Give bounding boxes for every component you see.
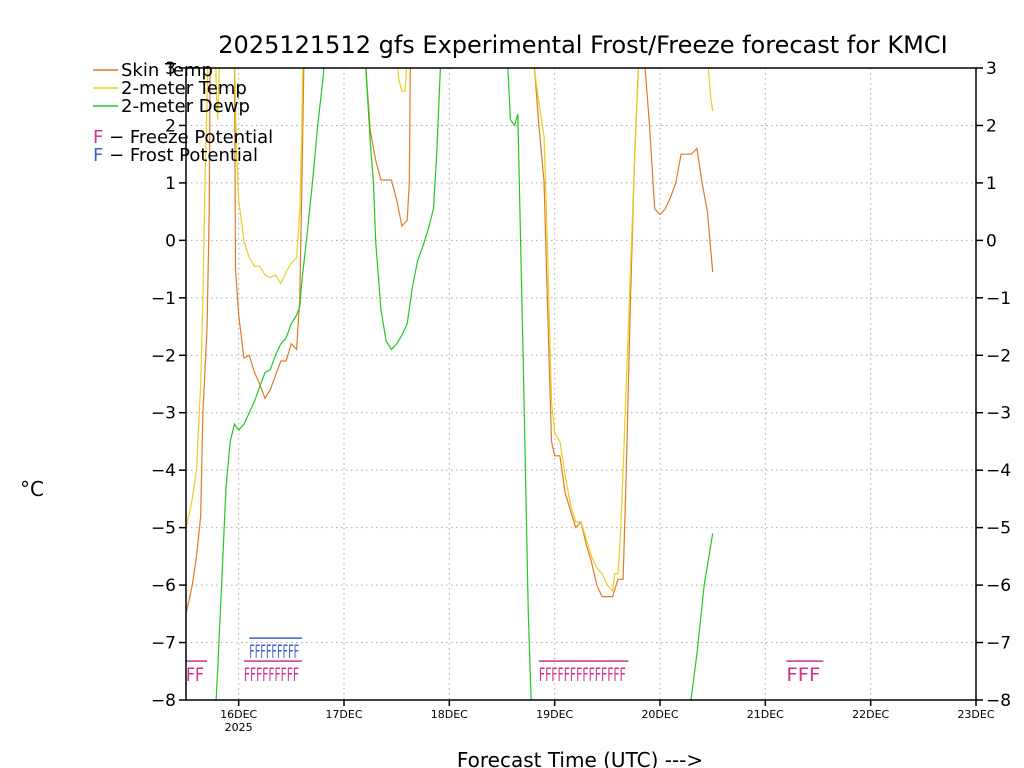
x-tick-label: 18DEC bbox=[431, 708, 468, 721]
y-tick-label-left: 2 bbox=[165, 116, 176, 136]
y-tick-label-left: 0 bbox=[165, 231, 176, 251]
x-tick-label: 16DEC bbox=[220, 708, 257, 721]
y-tick-label-right: −6 bbox=[986, 576, 1011, 596]
y-tick-label-right: 0 bbox=[986, 231, 997, 251]
legend-marker-text: − Freeze Potential bbox=[103, 127, 273, 148]
x-tick-label: 22DEC bbox=[852, 708, 889, 721]
legend-label: 2-meter Temp bbox=[121, 78, 247, 99]
freeze-marker: FFFFFFFFFFFFFF bbox=[539, 664, 626, 686]
grid-lines bbox=[186, 68, 976, 700]
y-tick-label-left: −6 bbox=[151, 576, 176, 596]
y-tick-label-left: −7 bbox=[151, 634, 176, 654]
x-tick-label: 17DEC bbox=[325, 708, 362, 721]
x-tick-label: 23DEC bbox=[957, 708, 994, 721]
legend-marker-letter: F bbox=[93, 145, 103, 166]
legend-marker-entry: F − Freeze Potential bbox=[93, 127, 273, 148]
y-axis-left: −8 −7 −6 −5 −4 −3 −2 −1 0 1 2 3 bbox=[151, 59, 186, 711]
series-line-2-meter-dewp bbox=[215, 68, 532, 700]
y-tick-label-right: −5 bbox=[986, 519, 1011, 539]
frost-marker: FFFFFFFFF bbox=[249, 641, 299, 663]
y-axis-label: °C bbox=[20, 477, 44, 501]
legend-label: Skin Temp bbox=[121, 60, 213, 81]
y-tick-label-right: −7 bbox=[986, 634, 1011, 654]
y-tick-label-right: 3 bbox=[986, 59, 997, 79]
y-tick-label-left: −8 bbox=[151, 691, 176, 711]
y-tick-label-left: 1 bbox=[165, 174, 176, 194]
series-line-2-meter-temp bbox=[186, 68, 714, 593]
legend-label: 2-meter Dewp bbox=[121, 96, 250, 117]
y-tick-label-right: −2 bbox=[986, 346, 1011, 366]
y-tick-label-left: −2 bbox=[151, 346, 176, 366]
y-tick-label-left: −4 bbox=[151, 461, 176, 481]
x-tick-label: 19DEC bbox=[536, 708, 573, 721]
markers-layer: FF FFFFFFFFF FFFFFFFFFFFFFF FFFFFFFFFFFF bbox=[186, 637, 824, 686]
y-tick-label-left: −1 bbox=[151, 289, 176, 309]
y-tick-label-left: 3 bbox=[165, 59, 176, 79]
series-line-2-meter-dewp-tail- bbox=[690, 533, 714, 700]
y-tick-label-right: 1 bbox=[986, 174, 997, 194]
legend-marker-text: − Frost Potential bbox=[103, 145, 258, 166]
legend-marker-letter: F bbox=[93, 127, 103, 148]
y-tick-label-right: −8 bbox=[986, 691, 1011, 711]
y-tick-label-right: 2 bbox=[986, 116, 997, 136]
x-tick-sublabel: 2025 bbox=[225, 721, 253, 734]
series-layer bbox=[186, 68, 714, 700]
freeze-marker: FFF bbox=[786, 664, 820, 686]
plot-frame bbox=[185, 67, 977, 701]
y-tick-label-right: −3 bbox=[986, 404, 1011, 424]
chart-title: 2025121512 gfs Experimental Frost/Freeze… bbox=[218, 31, 947, 59]
x-tick-label: 21DEC bbox=[747, 708, 784, 721]
y-tick-label-left: −3 bbox=[151, 404, 176, 424]
x-axis-label: Forecast Time (UTC) ---> bbox=[457, 748, 703, 768]
freeze-marker: FFFFFFFFF bbox=[244, 664, 299, 686]
y-axis-right: −8 −7 −6 −5 −4 −3 −2 −1 0 1 2 3 bbox=[976, 59, 1011, 711]
legend-marker-entry: F − Frost Potential bbox=[93, 145, 258, 166]
freeze-marker: FF bbox=[186, 664, 204, 686]
x-tick-label: 20DEC bbox=[641, 708, 678, 721]
y-tick-label-right: −1 bbox=[986, 289, 1011, 309]
y-tick-label-left: −5 bbox=[151, 519, 176, 539]
y-tick-label-right: −4 bbox=[986, 461, 1011, 481]
series-line-skin-temp bbox=[186, 68, 714, 614]
